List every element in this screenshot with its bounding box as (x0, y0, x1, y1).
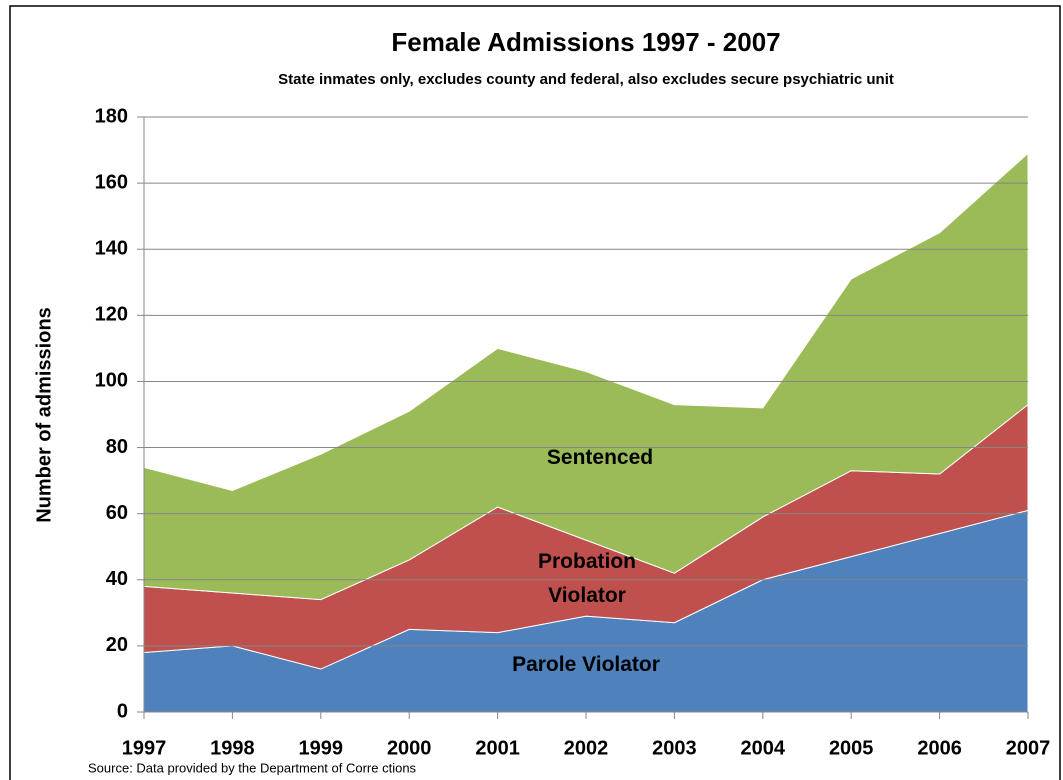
x-tick-label: 2007 (1006, 737, 1051, 759)
x-tick-label: 2001 (475, 737, 520, 759)
chart-title: Female Admissions 1997 - 2007 (391, 27, 780, 57)
y-tick-label: 160 (95, 171, 128, 193)
source-note: Source: Data provided by the Department … (88, 760, 417, 775)
y-tick-label: 60 (106, 502, 128, 524)
series-label: Probation Violator (538, 550, 636, 607)
chart-subtitle: State inmates only, excludes county and … (278, 71, 894, 88)
x-tick-label: 2000 (387, 737, 432, 759)
x-tick-label: 2002 (564, 737, 609, 759)
x-tick-label: 2006 (917, 737, 962, 759)
y-axis-label: Number of admissions (33, 307, 55, 523)
y-tick-label: 100 (95, 370, 128, 392)
x-tick-label: 2003 (652, 737, 697, 759)
x-tick-label: 2005 (829, 737, 874, 759)
x-tick-label: 1997 (122, 737, 167, 759)
series-label: Sentenced (546, 446, 654, 469)
series-label: Parole Violator (512, 653, 660, 676)
y-tick-label: 40 (106, 568, 128, 590)
x-tick-label: 1999 (299, 737, 344, 759)
y-tick-label: 0 (117, 700, 128, 722)
y-tick-label: 120 (95, 304, 128, 326)
y-tick-label: 180 (95, 105, 128, 127)
area (143, 152, 1029, 601)
y-tick-label: 80 (106, 436, 128, 458)
x-tick-label: 2004 (741, 737, 786, 759)
y-tick-label: 140 (95, 238, 128, 260)
x-tick-label: 1998 (210, 737, 255, 759)
y-tick-label: 20 (106, 634, 128, 656)
